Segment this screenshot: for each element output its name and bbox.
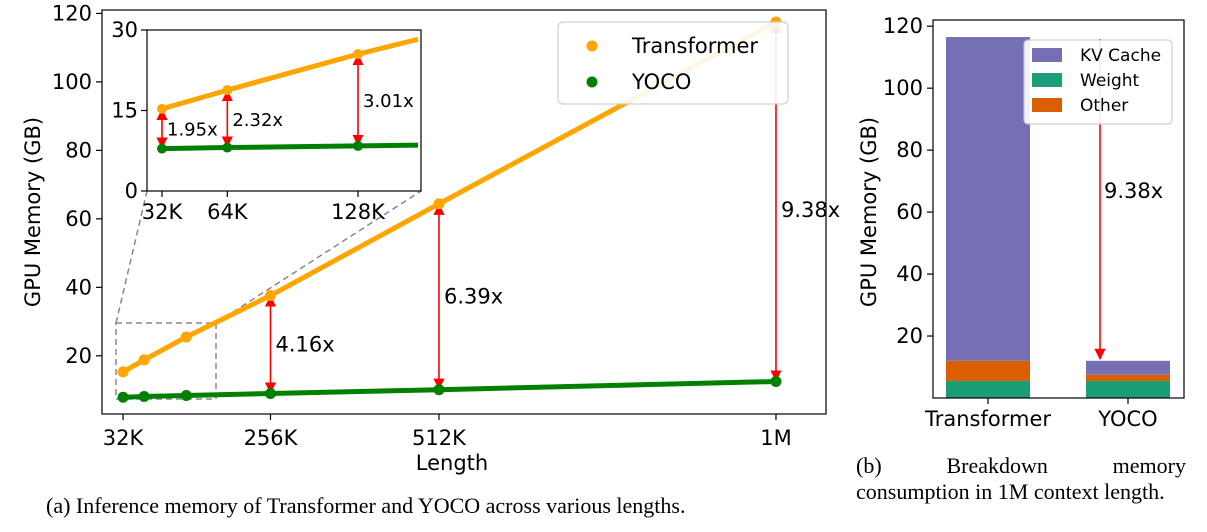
line-chart-memory: 20 40 60 80 100 120 32K 256K 512K 1M GPU Memory … xyxy=(21,1,840,475)
legend-box xyxy=(557,21,789,105)
transformer-point xyxy=(433,198,445,210)
legend-label-other: Other xyxy=(1080,96,1128,116)
y-tick-label: 20 xyxy=(896,324,923,348)
ratio-label: 6.39x xyxy=(444,285,503,309)
bar-chart-breakdown: 20 40 60 80 100 120 Transformer YOCO GPU Memor… xyxy=(857,14,1185,431)
legend-swatch-weight xyxy=(1032,73,1062,87)
inset-ratio-label: 3.01x xyxy=(363,91,414,112)
y-tick-label: 80 xyxy=(896,138,923,162)
inset-transformer-line xyxy=(161,36,419,112)
inset-x-tick-label: 32K xyxy=(142,200,184,224)
bar-segment-kv-cache xyxy=(1086,360,1170,375)
y-axis: 20 40 60 80 100 120 xyxy=(52,1,102,368)
inset-yoco-point xyxy=(157,143,167,154)
legend: Transformer YOCO xyxy=(557,21,789,105)
plot-frame xyxy=(932,19,1185,399)
yoco-point xyxy=(138,391,150,403)
legend-label-weight: Weight xyxy=(1080,71,1140,91)
y-tick-label: 80 xyxy=(65,138,92,162)
inset-series-lines xyxy=(157,36,419,154)
inset-y-axis: 0 15 30 xyxy=(111,18,147,203)
inset-transformer-point xyxy=(157,103,167,114)
y-axis: 20 40 60 80 100 120 xyxy=(883,14,933,348)
bar-segment-other xyxy=(1086,374,1170,381)
zoom-connector-left xyxy=(115,190,148,324)
x-tick-label: 32K xyxy=(103,426,145,450)
x-tick-label: 1M xyxy=(760,426,791,450)
inset-y-tick-label: 30 xyxy=(111,18,138,42)
transformer-point xyxy=(264,290,276,302)
legend-label-transformer: Transformer xyxy=(631,34,758,58)
y-tick-label: 100 xyxy=(52,70,92,94)
inset-x-axis: 32K 64K 128K xyxy=(142,191,386,224)
x-tick-label: Transformer xyxy=(924,407,1051,431)
y-tick-label: 60 xyxy=(896,200,923,224)
legend: KV Cache Weight Other xyxy=(1023,39,1173,125)
legend-swatch-other xyxy=(1032,98,1062,112)
x-axis: 32K 256K 512K 1M xyxy=(103,414,792,450)
transformer-point xyxy=(138,354,150,366)
y-tick-label: 60 xyxy=(65,207,92,231)
y-tick-label: 120 xyxy=(52,1,92,25)
y-tick-label: 40 xyxy=(896,262,923,286)
yoco-point xyxy=(180,390,192,402)
y-axis-label: GPU Memory (GB) xyxy=(857,117,881,307)
transformer-point xyxy=(117,366,129,378)
bar-segment-kv-cache xyxy=(946,37,1030,361)
stacked-bars xyxy=(946,37,1170,398)
inset-transformer-point xyxy=(353,49,363,60)
yoco-point xyxy=(264,387,276,399)
x-tick-label: YOCO xyxy=(1097,407,1157,431)
legend-marker-yoco xyxy=(586,76,598,88)
caption-a: (a) Inference memory of Transformer and … xyxy=(46,493,686,518)
y-tick-label: 40 xyxy=(65,275,92,299)
ratio-label: 4.16x xyxy=(275,332,334,356)
y-tick-label: 120 xyxy=(883,14,923,38)
yoco-point xyxy=(770,375,782,387)
inset-y-tick-label: 0 xyxy=(125,179,138,203)
x-tick-label: 512K xyxy=(412,426,467,450)
plot-frame xyxy=(101,9,827,415)
inset-background xyxy=(146,29,422,192)
inset-y-tick-label: 15 xyxy=(111,99,138,123)
legend-label-yoco: YOCO xyxy=(631,70,691,94)
zoom-connector-right xyxy=(215,190,422,324)
inset-x-tick-label: 128K xyxy=(331,200,386,224)
y-tick-label: 20 xyxy=(65,344,92,368)
inset-x-tick-label: 64K xyxy=(207,200,249,224)
inset-zoom-chart: 0 15 30 32K 64K 128K 1.95x 2.32x 3.01x xyxy=(111,18,422,224)
inset-ratio-label: 1.95x xyxy=(167,120,218,141)
legend-label-kv-cache: KV Cache xyxy=(1080,46,1161,66)
yoco-point xyxy=(117,391,129,403)
y-axis-label: GPU Memory (GB) xyxy=(21,117,45,307)
inset-yoco-point xyxy=(222,142,233,153)
bar-segment-weight xyxy=(946,380,1030,398)
series-lines xyxy=(117,16,782,403)
caption-b: (b) Breakdown memory consumption in 1M c… xyxy=(856,453,1186,504)
transformer-point xyxy=(180,331,192,343)
legend-swatch-kv-cache xyxy=(1032,48,1062,62)
legend-marker-transformer xyxy=(586,40,598,52)
zoom-region-box xyxy=(115,322,217,400)
bar-segment-other xyxy=(946,360,1030,381)
ratio-label: 9.38x xyxy=(1104,179,1163,203)
x-axis: Transformer YOCO xyxy=(924,398,1158,431)
inset-transformer-point xyxy=(222,85,233,96)
inset-ratio-arrows: 1.95x 2.32x 3.01x xyxy=(156,54,414,149)
ratio-label: 9.38x xyxy=(781,198,840,222)
inset-ratio-label: 2.32x xyxy=(232,110,283,131)
x-tick-label: 256K xyxy=(244,426,299,450)
yoco-point xyxy=(433,384,445,396)
bar-segment-weight xyxy=(1086,380,1170,398)
yoco-line xyxy=(122,378,777,400)
x-axis-label: Length xyxy=(416,451,488,475)
inset-yoco-line xyxy=(161,142,419,152)
inset-yoco-point xyxy=(353,140,363,151)
y-tick-label: 100 xyxy=(883,76,923,100)
